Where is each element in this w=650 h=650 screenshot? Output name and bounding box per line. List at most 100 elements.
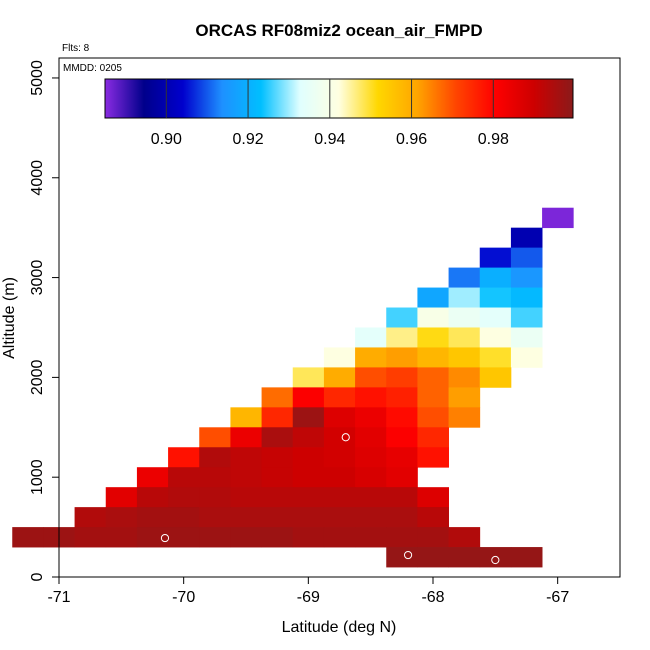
y-tick-label: 3000 <box>29 260 46 296</box>
heatmap-cell <box>448 287 481 308</box>
heatmap-cell <box>292 527 325 548</box>
flights-note: Flts: 8 <box>62 43 90 54</box>
heatmap-cell <box>323 527 356 548</box>
heatmap-cell <box>105 487 138 508</box>
heatmap-cell <box>510 287 543 308</box>
x-tick-label: -69 <box>297 589 320 606</box>
heatmap-cell <box>448 327 481 348</box>
heatmap-cell <box>74 527 107 548</box>
heatmap-cell <box>355 327 387 348</box>
heatmap-cell <box>448 347 481 368</box>
heatmap-cell <box>417 307 449 328</box>
heatmap-cell <box>323 447 356 468</box>
colorbar-tick-label: 0.90 <box>151 131 182 148</box>
heatmap-cell <box>448 407 481 428</box>
heatmap-cell <box>417 367 449 388</box>
heatmap-cell <box>355 347 387 368</box>
heatmap-cell <box>105 507 138 528</box>
colorbar-tick-label: 0.94 <box>314 131 345 148</box>
heatmap-cell <box>323 427 356 448</box>
heatmap-cell <box>230 487 262 508</box>
heatmap-cell <box>417 347 449 368</box>
heatmap-cell <box>355 487 387 508</box>
heatmap-cell <box>510 227 543 249</box>
heatmap-cell <box>230 407 262 428</box>
heatmap-cell <box>355 447 387 468</box>
heatmap-cell <box>261 447 294 468</box>
sample-markers <box>160 213 593 565</box>
heatmap-cell <box>417 387 449 408</box>
heatmap-cells <box>12 207 574 568</box>
date-note: MMDD: 0205 <box>63 63 122 74</box>
heatmap-cell <box>136 507 169 528</box>
heatmap-cell <box>292 407 325 428</box>
heatmap-cell <box>386 407 418 428</box>
heatmap-cell <box>292 387 325 408</box>
heatmap-cell <box>479 287 512 308</box>
heatmap-cell <box>323 467 356 488</box>
heatmap-cell <box>510 247 543 268</box>
heatmap-cell <box>230 507 262 528</box>
heatmap-cell <box>261 407 294 428</box>
y-tick-label: 5000 <box>29 60 46 96</box>
heatmap-cell <box>323 347 356 368</box>
heatmap-cell <box>292 467 325 488</box>
heatmap-cell <box>323 407 356 428</box>
heatmap-cell <box>355 407 387 428</box>
heatmap-cell <box>417 487 449 508</box>
heatmap-cell <box>417 447 449 468</box>
heatmap-cell <box>386 387 418 408</box>
heatmap-cell <box>230 467 262 488</box>
heatmap-cell <box>355 367 387 388</box>
heatmap-cell <box>199 447 231 468</box>
chart-title: ORCAS RF08miz2 ocean_air_FMPD <box>195 21 482 40</box>
heatmap-cell <box>417 507 449 528</box>
heatmap-cell <box>386 347 418 368</box>
heatmap-cell <box>323 487 356 508</box>
sample-marker <box>341 433 350 442</box>
heatmap-cell <box>261 507 294 528</box>
heatmap-cell <box>168 527 200 548</box>
heatmap-cell <box>510 307 543 328</box>
heatmap-cell <box>230 447 262 468</box>
heatmap-cell <box>136 487 169 508</box>
heatmap-cell <box>510 547 543 568</box>
heatmap-cell <box>510 327 543 348</box>
heatmap-cell <box>417 287 449 308</box>
heatmap-cell <box>355 467 387 488</box>
heatmap-cell <box>199 507 231 528</box>
heatmap-cell <box>417 427 449 448</box>
sample-marker <box>160 533 170 543</box>
colorbar-gradient <box>104 78 574 119</box>
heatmap-cell <box>74 507 107 528</box>
x-axis: -71 -70 -69 -68 -67 <box>47 577 569 606</box>
x-tick-label: -67 <box>546 589 569 606</box>
heatmap-cell <box>168 487 200 508</box>
heatmap-cell <box>292 507 325 528</box>
heatmap-cell <box>323 367 356 388</box>
heatmap-cell <box>479 347 512 368</box>
heatmap-cell <box>292 447 325 468</box>
heatmap-cell <box>323 507 356 528</box>
heatmap-cell <box>386 307 418 328</box>
heatmap-cell <box>261 527 294 548</box>
heatmap-cell <box>417 547 449 568</box>
x-tick-label: -68 <box>421 589 444 606</box>
heatmap-cell <box>199 467 231 488</box>
heatmap-cell <box>448 307 481 328</box>
sample-marker <box>491 555 500 565</box>
heatmap-cell <box>199 487 231 508</box>
heatmap-cell <box>386 327 418 348</box>
heatmap-cell <box>261 427 294 448</box>
heatmap-cell <box>510 347 543 368</box>
y-axis-title: Altitude (m) <box>1 277 18 359</box>
heatmap-cell <box>292 487 325 508</box>
sample-marker <box>403 550 413 560</box>
heatmap-cell <box>292 367 325 388</box>
heatmap-cell <box>355 507 387 528</box>
heatmap-cell <box>386 487 418 508</box>
colorbar-tick-label: 0.98 <box>478 131 509 148</box>
sample-marker <box>453 456 463 465</box>
y-tick-label: 2000 <box>29 359 46 395</box>
heatmap-cell <box>448 367 481 388</box>
